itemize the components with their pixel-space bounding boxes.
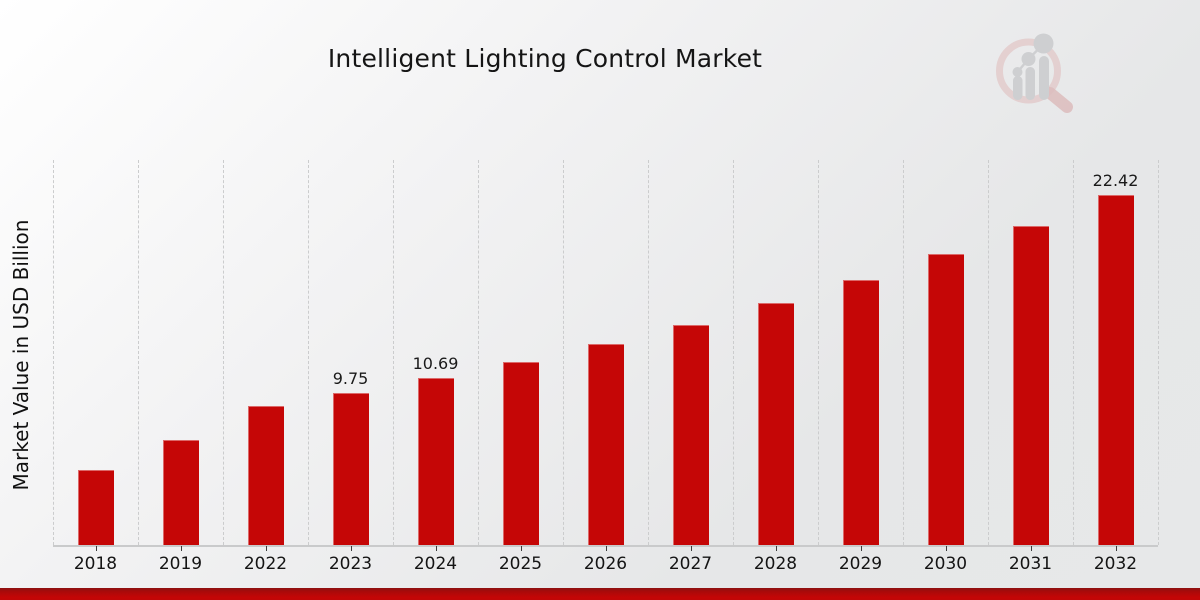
- data-label-2023: 9.75: [332, 369, 369, 388]
- magnifier-bar-chart-icon: [996, 33, 1073, 113]
- vertical-gridline: [1158, 160, 1159, 545]
- bar-2024: [417, 378, 454, 545]
- x-axis-label-2018: 2018: [73, 554, 118, 574]
- bar-2030: [927, 254, 964, 545]
- x-axis-tick: [860, 546, 862, 551]
- bar-2026: [587, 344, 624, 545]
- x-axis-tick: [690, 546, 692, 551]
- bar-2029: [842, 280, 879, 545]
- vertical-gridline: [138, 160, 139, 545]
- logo-bar-large: [1039, 56, 1049, 100]
- bar-2028: [757, 303, 794, 545]
- x-axis-label-2025: 2025: [498, 554, 543, 574]
- vertical-gridline: [1073, 160, 1074, 545]
- x-axis-tick: [775, 546, 777, 551]
- vertical-gridline: [478, 160, 479, 545]
- data-label-2024: 10.69: [412, 354, 459, 373]
- logo-bar-small: [1013, 76, 1023, 100]
- vertical-gridline: [53, 160, 54, 545]
- brand-logo-watermark: [975, 16, 1095, 128]
- x-axis-tick: [350, 546, 352, 551]
- bar-2023: [332, 393, 369, 545]
- bar-2025: [502, 362, 539, 545]
- logo-trend-dot: [1033, 33, 1054, 54]
- x-axis-label-2026: 2026: [583, 554, 628, 574]
- x-axis-label-2030: 2030: [923, 554, 968, 574]
- x-axis-label-2019: 2019: [158, 554, 203, 574]
- accent-strip: [0, 588, 1200, 600]
- x-axis-tick: [435, 546, 437, 551]
- vertical-gridline: [308, 160, 309, 545]
- vertical-gridline: [988, 160, 989, 545]
- x-axis-label-2032: 2032: [1093, 554, 1138, 574]
- x-axis-label-2029: 2029: [838, 554, 883, 574]
- vertical-gridline: [818, 160, 819, 545]
- vertical-gridline: [648, 160, 649, 545]
- bar-2031: [1012, 226, 1049, 545]
- y-axis-label: Market Value in USD Billion: [9, 219, 33, 491]
- x-axis-label-2023: 2023: [328, 554, 373, 574]
- vertical-gridline: [563, 160, 564, 545]
- plot-area: 2018 2019 2022 2023 9.75 2024 10.69 2025 2026 202…: [53, 160, 1159, 574]
- bar-2019: [162, 440, 199, 545]
- bar-2032: [1097, 195, 1134, 545]
- x-axis-tick: [945, 546, 947, 551]
- vertical-gridline: [223, 160, 224, 545]
- bar-2018: [77, 470, 114, 545]
- x-axis-tick: [265, 546, 267, 551]
- x-axis-label-2022: 2022: [243, 554, 288, 574]
- data-label-2032: 22.42: [1092, 171, 1139, 190]
- x-axis-tick: [1115, 546, 1117, 551]
- vertical-gridline: [393, 160, 394, 545]
- x-axis-tick: [1030, 546, 1032, 551]
- magnifier-handle: [1044, 87, 1073, 113]
- bar-2027: [672, 325, 709, 545]
- x-axis-tick: [605, 546, 607, 551]
- logo-trend-dot: [1021, 52, 1036, 66]
- x-axis-label-2024: 2024: [413, 554, 458, 574]
- vertical-gridline: [903, 160, 904, 545]
- x-axis-label-2031: 2031: [1008, 554, 1053, 574]
- chart-title: Intelligent Lighting Control Market: [327, 44, 763, 73]
- bar-2022: [247, 406, 284, 545]
- x-axis-tick: [520, 546, 522, 551]
- x-axis-label-2028: 2028: [753, 554, 798, 574]
- x-axis-label-2027: 2027: [668, 554, 713, 574]
- logo-bar-medium: [1025, 67, 1035, 100]
- vertical-gridline: [733, 160, 734, 545]
- magnifier-ring: [996, 38, 1061, 104]
- x-axis-tick: [95, 546, 97, 551]
- x-axis-tick: [180, 546, 182, 551]
- logo-trend-dot: [1012, 67, 1023, 77]
